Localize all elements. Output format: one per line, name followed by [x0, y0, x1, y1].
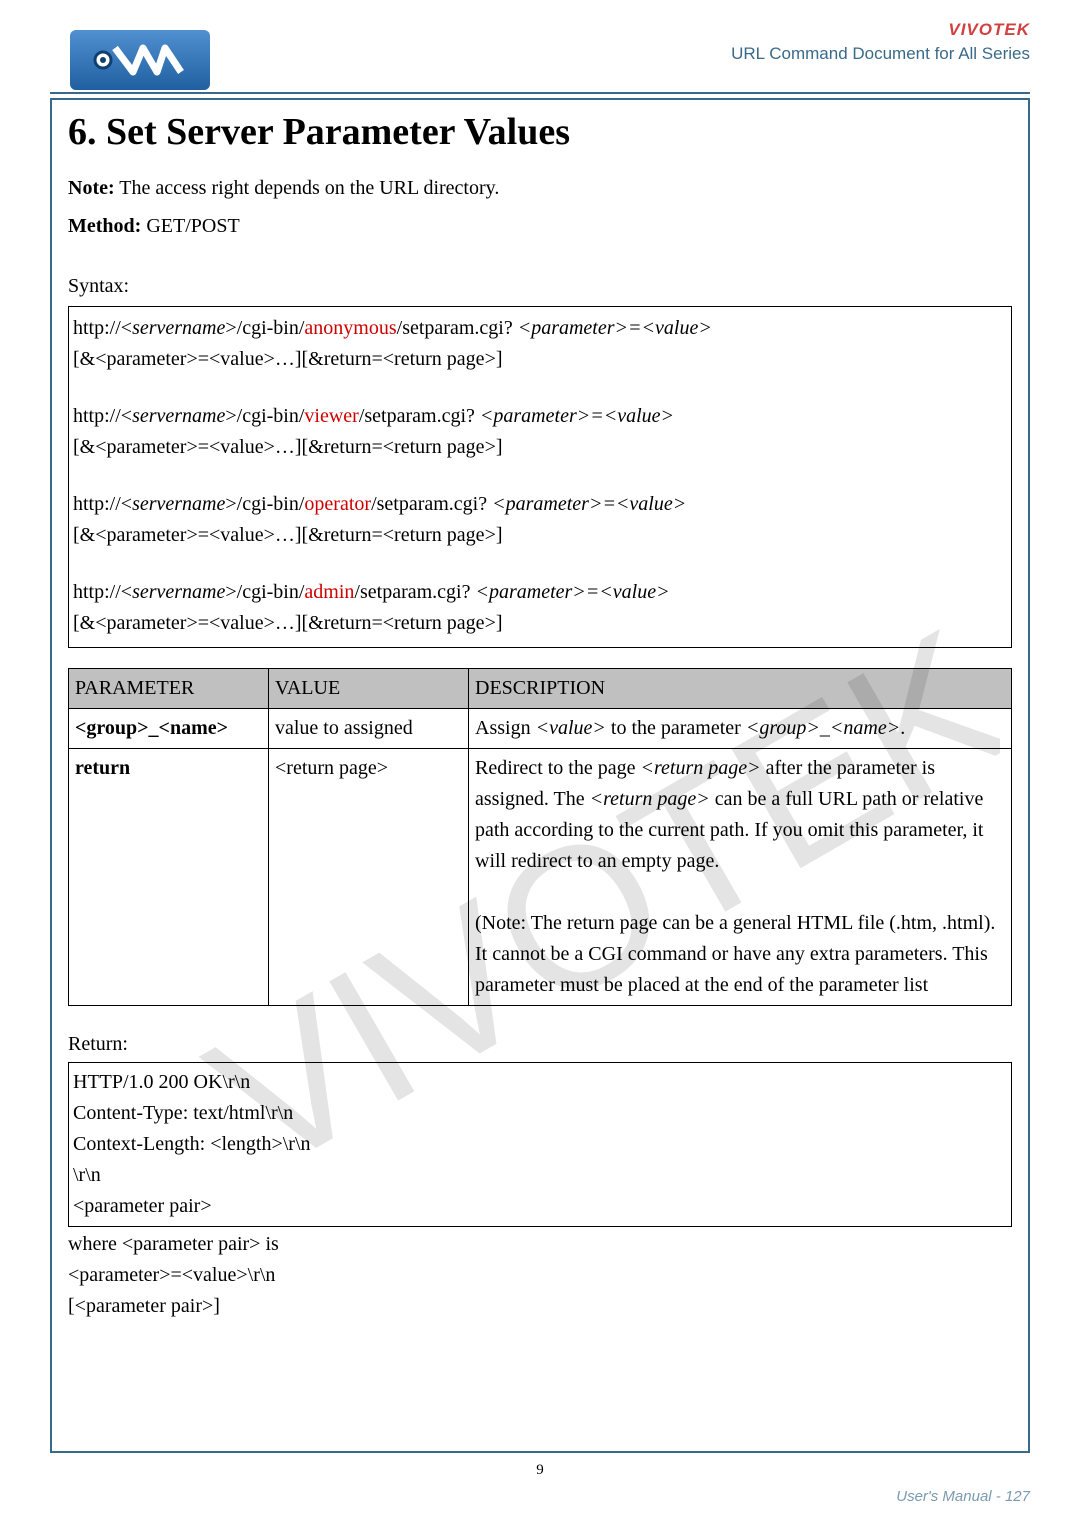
- note-line: Note: The access right depends on the UR…: [68, 172, 1012, 204]
- table-row: return <return page> Redirect to the pag…: [69, 749, 1012, 1006]
- note-label: Note:: [68, 177, 115, 199]
- logo: [70, 30, 210, 90]
- return-line-3: Context-Length: <length>\r\n: [73, 1129, 1007, 1160]
- header-right: VIVOTEK URL Command Document for All Ser…: [731, 20, 1030, 64]
- cell-group-name: <group>_<name>: [69, 709, 269, 749]
- return-line-5: <parameter pair>: [73, 1191, 1007, 1222]
- syntax-label: Syntax:: [68, 270, 1012, 302]
- syntax-line-5: http://<servername>/cgi-bin/operator/set…: [73, 489, 1007, 520]
- syntax-line-3: http://<servername>/cgi-bin/viewer/setpa…: [73, 401, 1007, 432]
- syntax-line-7: http://<servername>/cgi-bin/admin/setpar…: [73, 577, 1007, 608]
- content: 6. Set Server Parameter Values Note: The…: [68, 110, 1012, 1322]
- header-line: [50, 92, 1030, 94]
- page-number: 9: [0, 1462, 1080, 1479]
- th-parameter: PARAMETER: [69, 669, 269, 709]
- heading: 6. Set Server Parameter Values: [68, 110, 1012, 154]
- after-line-3: [<parameter pair>]: [68, 1291, 1012, 1322]
- spacer: [73, 551, 1007, 577]
- return-box: HTTP/1.0 200 OK\r\n Content-Type: text/h…: [68, 1062, 1012, 1227]
- syntax-line-2: [&<parameter>=<value>…][&return=<return …: [73, 344, 1007, 375]
- footer-right: User's Manual - 127: [896, 1488, 1030, 1505]
- return-line-2: Content-Type: text/html\r\n: [73, 1098, 1007, 1129]
- after-return: where <parameter pair> is <parameter>=<v…: [68, 1229, 1012, 1322]
- th-value: VALUE: [269, 669, 469, 709]
- method-line: Method: GET/POST: [68, 210, 1012, 242]
- cell-return: return: [69, 749, 269, 1006]
- logo-svg: [85, 40, 195, 80]
- syntax-line-8: [&<parameter>=<value>…][&return=<return …: [73, 608, 1007, 639]
- th-description: DESCRIPTION: [469, 669, 1012, 709]
- method-text: GET/POST: [141, 215, 239, 237]
- syntax-box: http://<servername>/cgi-bin/anonymous/se…: [68, 306, 1012, 648]
- cell-value-assigned: value to assigned: [269, 709, 469, 749]
- return-line-4: \r\n: [73, 1160, 1007, 1191]
- syntax-line-4: [&<parameter>=<value>…][&return=<return …: [73, 432, 1007, 463]
- cell-desc-1: Assign <value> to the parameter <group>_…: [469, 709, 1012, 749]
- syntax-line-1: http://<servername>/cgi-bin/anonymous/se…: [73, 313, 1007, 344]
- doc-title: URL Command Document for All Series: [731, 44, 1030, 64]
- page: VIVOTEK URL Command Document for All Ser…: [0, 0, 1080, 1527]
- table-header-row: PARAMETER VALUE DESCRIPTION: [69, 669, 1012, 709]
- param-table: PARAMETER VALUE DESCRIPTION <group>_<nam…: [68, 668, 1012, 1006]
- return-line-1: HTTP/1.0 200 OK\r\n: [73, 1067, 1007, 1098]
- method-label: Method:: [68, 215, 141, 237]
- return-label: Return:: [68, 1028, 1012, 1060]
- spacer: [73, 375, 1007, 401]
- cell-return-page: <return page>: [269, 749, 469, 1006]
- note-text: The access right depends on the URL dire…: [115, 177, 500, 199]
- table-row: <group>_<name> value to assigned Assign …: [69, 709, 1012, 749]
- brand-text: VIVOTEK: [731, 20, 1030, 40]
- header: VIVOTEK URL Command Document for All Ser…: [0, 0, 1080, 90]
- spacer: [73, 463, 1007, 489]
- syntax-line-6: [&<parameter>=<value>…][&return=<return …: [73, 520, 1007, 551]
- cell-desc-2: Redirect to the page <return page> after…: [469, 749, 1012, 1006]
- after-line-1: where <parameter pair> is: [68, 1229, 1012, 1260]
- after-line-2: <parameter>=<value>\r\n: [68, 1260, 1012, 1291]
